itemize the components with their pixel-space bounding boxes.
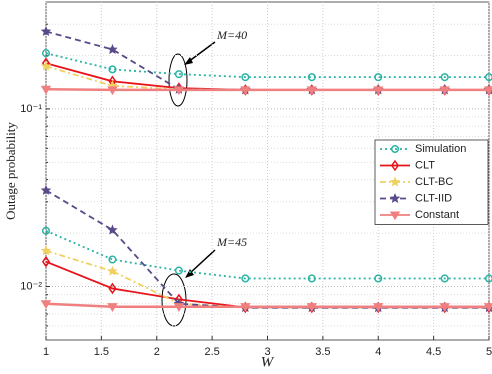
- x-tick-label: 4: [375, 346, 381, 358]
- annotation-ellipse: [168, 53, 188, 107]
- y-tick-label: 10⁻¹: [20, 103, 42, 115]
- marker: [40, 300, 52, 310]
- marker: [241, 73, 250, 82]
- y-axis-label: Outage probability: [3, 122, 18, 220]
- annotation-arrow: [187, 41, 216, 63]
- x-tick-label: 3: [264, 346, 270, 358]
- marker: [108, 255, 117, 264]
- marker: [307, 274, 316, 283]
- legend-marker: [390, 159, 400, 172]
- annotation: M=45: [216, 235, 247, 249]
- marker: [439, 303, 450, 312]
- marker: [40, 245, 52, 256]
- marker: [40, 184, 52, 195]
- marker: [373, 303, 384, 312]
- marker: [107, 86, 118, 96]
- marker: [107, 43, 118, 55]
- marker: [241, 274, 250, 283]
- marker: [108, 65, 117, 74]
- marker: [374, 73, 383, 82]
- marker: [306, 86, 317, 96]
- marker: [40, 60, 52, 71]
- marker: [483, 303, 492, 312]
- marker: [107, 224, 118, 235]
- marker: [240, 303, 251, 312]
- x-tick-label: 2.5: [204, 346, 219, 358]
- x-tick-label: 3.5: [315, 346, 330, 358]
- legend-label: CLT-IID: [415, 192, 452, 204]
- legend-label: CLT: [415, 159, 435, 171]
- marker: [40, 85, 52, 95]
- marker: [41, 226, 51, 235]
- marker: [484, 274, 492, 283]
- series-line: [45, 65, 489, 91]
- marker: [41, 255, 51, 268]
- annotation: M=40: [216, 28, 247, 42]
- marker: [40, 25, 52, 36]
- annotation-arrow: [188, 249, 216, 275]
- marker: [173, 303, 185, 312]
- marker: [107, 265, 118, 276]
- marker: [306, 303, 317, 312]
- y-tick-label: 10⁻²: [20, 280, 42, 292]
- legend-marker: [390, 144, 400, 154]
- series-line: [45, 88, 489, 92]
- x-tick-label: 4.5: [426, 346, 441, 358]
- marker: [41, 49, 51, 58]
- marker: [440, 274, 449, 283]
- marker: [107, 303, 118, 312]
- legend-marker: [389, 192, 401, 203]
- legend-label: CLT-BC: [415, 176, 453, 188]
- marker: [174, 70, 183, 79]
- x-tick-label: 1: [43, 346, 49, 358]
- legend-label: Simulation: [415, 143, 466, 155]
- legend-marker: [389, 211, 401, 221]
- marker: [439, 86, 450, 96]
- x-tick-label: 5: [486, 346, 492, 358]
- marker: [174, 266, 183, 275]
- annotation-arrowhead: [185, 269, 194, 278]
- marker: [440, 73, 449, 82]
- marker: [373, 86, 384, 96]
- annotation-arrowhead: [184, 57, 193, 65]
- x-tick-label: 1.5: [94, 346, 109, 358]
- marker: [374, 274, 383, 283]
- legend-marker: [389, 176, 401, 187]
- marker: [484, 73, 492, 82]
- series-line: [45, 302, 489, 308]
- x-axis-label: W: [261, 354, 275, 370]
- marker: [240, 86, 251, 96]
- x-tick-label: 2: [154, 346, 160, 358]
- marker: [307, 73, 316, 82]
- marker: [483, 86, 492, 96]
- marker: [173, 86, 185, 96]
- legend-label: Constant: [415, 209, 459, 221]
- marker: [108, 282, 117, 295]
